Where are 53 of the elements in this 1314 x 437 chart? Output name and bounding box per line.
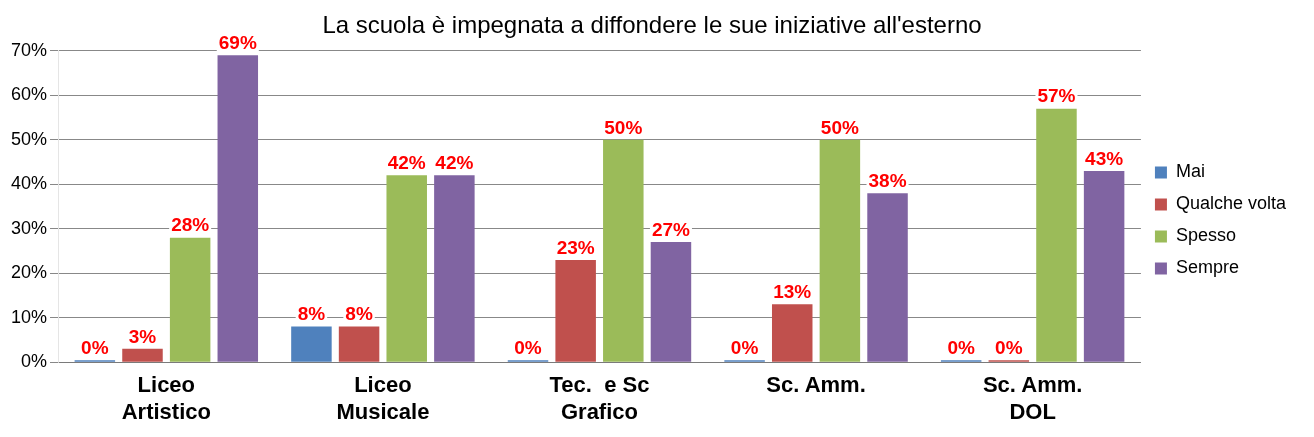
data-label: 0% bbox=[947, 336, 975, 358]
y-tick-label: 0% bbox=[21, 351, 48, 372]
chart-title: La scuola è impegnata a diffondere le sue iniziative all'esterno bbox=[322, 11, 982, 39]
data-label: 57% bbox=[1037, 85, 1076, 107]
bar bbox=[819, 139, 861, 362]
data-label: 0% bbox=[730, 336, 759, 358]
data-label: 28% bbox=[171, 214, 210, 236]
bar bbox=[386, 175, 427, 362]
legend-label: Mai bbox=[1175, 161, 1205, 182]
data-label: 42% bbox=[387, 152, 426, 174]
data-label: 27% bbox=[651, 218, 691, 240]
y-tick-label: 40% bbox=[11, 173, 48, 194]
data-label: 13% bbox=[773, 281, 812, 303]
data-label: 8% bbox=[345, 303, 373, 325]
data-label: 23% bbox=[556, 236, 595, 258]
data-label: 0% bbox=[514, 336, 542, 358]
bar bbox=[291, 326, 332, 362]
bar bbox=[555, 259, 596, 362]
y-tick-label: 20% bbox=[11, 262, 48, 283]
y-tick-label: 50% bbox=[11, 128, 48, 149]
data-label: 42% bbox=[435, 152, 474, 174]
x-tick-label: Sc. Amm. bbox=[766, 372, 866, 398]
bar bbox=[338, 326, 380, 362]
bar bbox=[434, 175, 475, 362]
bar bbox=[217, 55, 259, 362]
data-label: 50% bbox=[820, 116, 859, 138]
y-tick-label: 60% bbox=[11, 84, 48, 105]
data-label: 8% bbox=[297, 303, 326, 325]
bar bbox=[650, 242, 692, 362]
data-label: 0% bbox=[995, 336, 1023, 358]
legend-label: Spesso bbox=[1175, 225, 1236, 246]
x-tick-label: Tec. e Sc Grafico bbox=[549, 372, 650, 424]
data-label: 50% bbox=[604, 116, 643, 138]
x-tick-label: Liceo Musicale bbox=[336, 372, 430, 424]
data-label: 38% bbox=[868, 169, 907, 191]
bar bbox=[1083, 170, 1125, 362]
y-tick-label: 10% bbox=[11, 306, 48, 327]
bar bbox=[122, 348, 163, 362]
bar bbox=[1036, 108, 1077, 362]
bar bbox=[771, 304, 813, 362]
y-tick-label: 70% bbox=[11, 39, 48, 60]
x-tick-label: Liceo Artistico bbox=[121, 372, 211, 424]
data-label: 3% bbox=[128, 325, 157, 347]
data-label: 69% bbox=[218, 31, 257, 53]
data-label: 43% bbox=[1085, 147, 1124, 169]
bar bbox=[169, 237, 211, 362]
data-label: 0% bbox=[81, 336, 109, 358]
bar bbox=[603, 139, 644, 362]
y-tick-label: 30% bbox=[11, 217, 48, 238]
x-tick-label: Sc. Amm. DOL bbox=[982, 372, 1083, 424]
legend-label: Qualche volta bbox=[1175, 193, 1287, 214]
bar bbox=[867, 193, 908, 362]
legend-label: Sempre bbox=[1175, 257, 1239, 278]
